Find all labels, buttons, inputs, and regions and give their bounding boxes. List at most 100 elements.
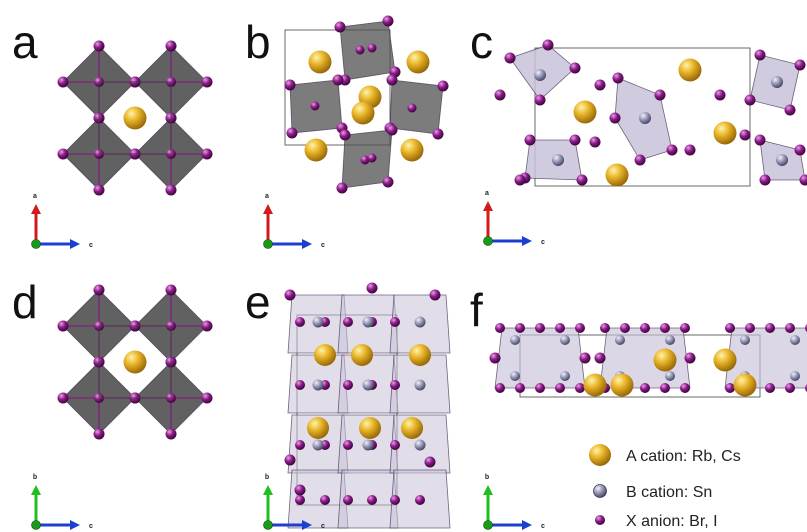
X-anion-atom <box>620 323 630 333</box>
X-anion-atom <box>725 323 735 333</box>
B-cation-atom <box>639 112 651 124</box>
axis-origin-icon <box>263 520 273 530</box>
horizontal-axis-arrowhead <box>302 239 312 249</box>
X-anion-atom <box>745 323 755 333</box>
X-anion-atom <box>382 176 394 188</box>
unit-cell-outline <box>98 325 172 399</box>
X-anion-atom <box>680 323 690 333</box>
panel-a: a a c <box>12 16 213 249</box>
octahedron <box>494 327 586 389</box>
axis-origin-icon <box>263 239 273 249</box>
X-anion-atom <box>575 383 585 393</box>
A-cation-atom <box>678 58 702 82</box>
horizontal-axis-arrowhead <box>522 520 532 530</box>
legend: A cation: Rb, Cs B cation: Sn X anion: Br,… <box>589 444 741 530</box>
A-cation-atom <box>605 163 629 187</box>
X-anion-sphere-icon <box>595 515 605 525</box>
panel-d: d b c <box>12 276 213 530</box>
X-anion-atom <box>367 43 377 53</box>
X-anion-atom <box>794 144 806 156</box>
legend-label: X anion: Br, I <box>626 513 718 530</box>
horizontal-axis-arrowhead <box>302 520 312 530</box>
X-anion-atom <box>534 94 546 106</box>
X-anion-atom <box>660 383 670 393</box>
B-cation-atom <box>665 371 675 381</box>
A-cation-atom <box>653 348 677 372</box>
vertical-axis-label: a <box>265 193 269 200</box>
X-anion-atom <box>666 144 678 156</box>
X-anion-atom <box>386 124 398 136</box>
X-anion-atom <box>634 154 646 166</box>
vertical-axis-arrowhead <box>263 204 273 214</box>
X-anion-atom <box>680 383 690 393</box>
A-cation-atom <box>406 50 430 74</box>
X-anion-atom <box>640 383 650 393</box>
X-anion-atom <box>295 317 305 327</box>
X-anion-atom <box>343 317 353 327</box>
X-anion-atom <box>495 383 505 393</box>
X-anion-atom <box>295 495 305 505</box>
B-cation-atom <box>665 335 675 345</box>
legend-item: B cation: Sn <box>593 484 712 501</box>
vertical-axis-arrowhead <box>263 485 273 495</box>
horizontal-axis-label: c <box>89 523 93 530</box>
A-cation-atom <box>351 344 373 366</box>
A-cation-atom <box>713 121 737 145</box>
panel-f: f b c <box>470 284 807 530</box>
vertical-axis-label: b <box>485 474 489 481</box>
A-cation-atom <box>583 373 607 397</box>
X-anion-atom <box>57 148 69 160</box>
X-anion-atom <box>600 323 610 333</box>
B-cation-atom <box>560 371 570 381</box>
A-cation-atom <box>308 50 332 74</box>
X-anion-atom <box>535 323 545 333</box>
X-anion-atom <box>355 45 365 55</box>
A-cation-atom <box>304 138 328 162</box>
horizontal-axis-arrowhead <box>522 236 532 246</box>
X-anion-atom <box>284 454 296 466</box>
X-anion-atom <box>754 49 766 61</box>
A-cation-sphere-icon <box>589 444 611 466</box>
X-anion-atom <box>579 352 591 364</box>
X-anion-atom <box>165 284 177 296</box>
X-anion-atom <box>684 352 696 364</box>
X-anion-atom <box>57 76 69 88</box>
X-anion-atom <box>332 74 344 86</box>
X-anion-atom <box>654 89 666 101</box>
X-anion-atom <box>415 495 425 505</box>
horizontal-axis-label: c <box>321 242 325 249</box>
vertical-axis-label: a <box>33 193 37 200</box>
vertical-axis-arrowhead <box>31 204 41 214</box>
X-anion-atom <box>93 428 105 440</box>
B-cation-atom <box>740 335 750 345</box>
X-anion-atom <box>386 74 398 86</box>
X-anion-atom <box>390 440 400 450</box>
A-cation-atom <box>400 138 424 162</box>
axis-origin-icon <box>483 236 493 246</box>
B-cation-atom <box>362 379 374 391</box>
X-anion-atom <box>684 144 696 156</box>
axis-origin-icon <box>483 520 493 530</box>
legend-label: A cation: Rb, Cs <box>626 448 741 465</box>
X-anion-atom <box>569 134 581 146</box>
X-anion-atom <box>336 182 348 194</box>
X-anion-atom <box>360 155 370 165</box>
A-cation-atom <box>307 417 329 439</box>
X-anion-atom <box>594 79 606 91</box>
panel-label: c <box>470 16 493 68</box>
X-anion-atom <box>555 383 565 393</box>
X-anion-atom <box>612 72 624 84</box>
A-cation-atom <box>409 344 431 366</box>
X-anion-atom <box>201 320 213 332</box>
X-anion-atom <box>799 174 807 186</box>
legend-item: A cation: Rb, Cs <box>589 444 741 466</box>
X-anion-atom <box>201 148 213 160</box>
X-anion-atom <box>93 40 105 52</box>
X-anion-atom <box>366 282 378 294</box>
unit-cell-outline <box>534 47 751 187</box>
vertical-axis-label: a <box>485 190 489 197</box>
axis-origin-icon <box>31 239 41 249</box>
X-anion-atom <box>294 484 306 496</box>
octahedron <box>339 20 396 81</box>
horizontal-axis-label: c <box>321 523 325 530</box>
